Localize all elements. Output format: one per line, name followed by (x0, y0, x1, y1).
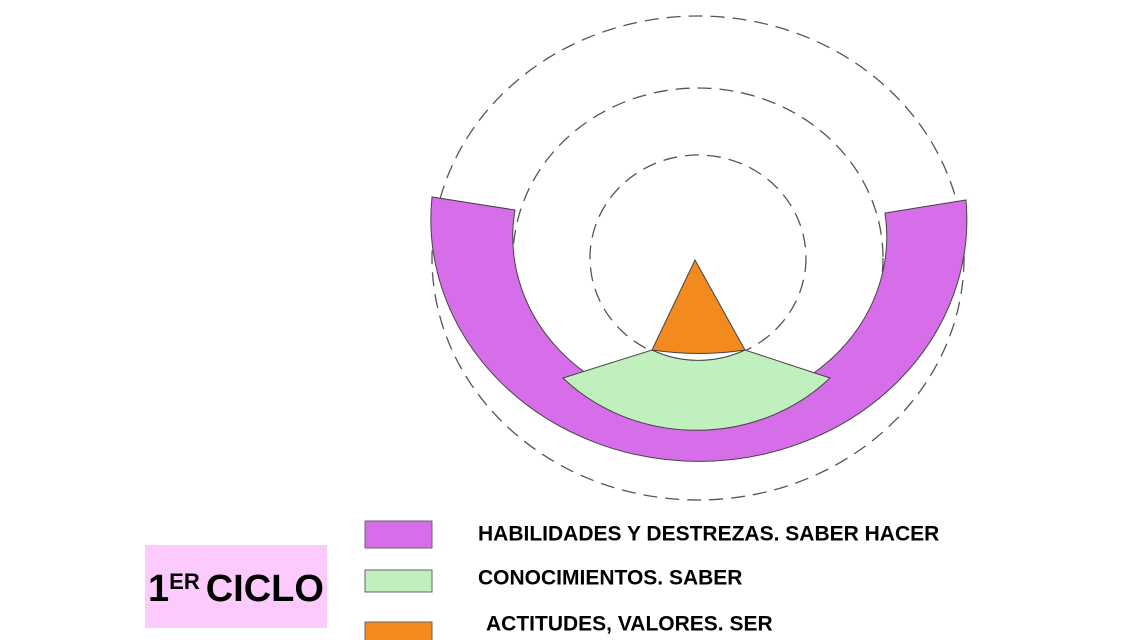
cycle-suffix: ER (169, 569, 200, 594)
knowledge-sector (562, 349, 831, 431)
legend-label: CONOCIMIENTOS. SABER (478, 567, 742, 590)
legend-swatch (364, 569, 433, 593)
cycle-label: 1ER CICLO (148, 568, 324, 610)
cycle-word: CICLO (206, 568, 324, 610)
legend-swatch (364, 520, 433, 549)
cycle-box (145, 545, 327, 628)
legend-swatch (364, 621, 433, 640)
legend-label: HABILIDADES Y DESTREZAS. SABER HACER (478, 523, 939, 546)
outer-circle (431, 15, 965, 501)
cycle-number: 1 (148, 568, 169, 610)
legend-label: ACTITUDES, VALORES. SER (486, 613, 773, 636)
attitudes-triangle (651, 258, 746, 354)
